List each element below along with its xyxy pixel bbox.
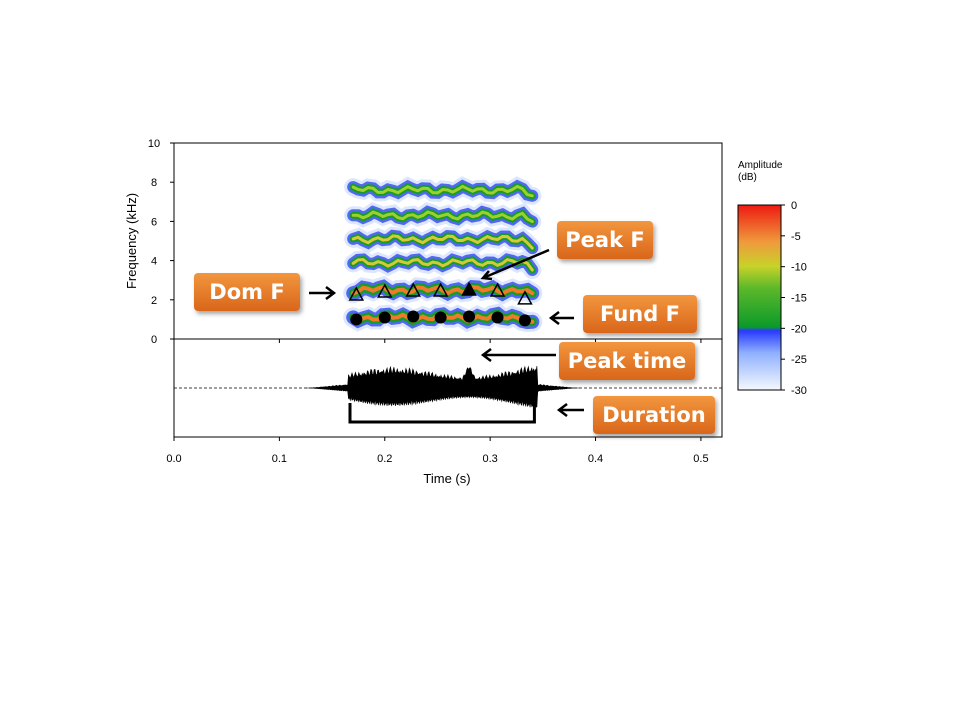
harmonic-core xyxy=(351,210,534,224)
duration-arrow xyxy=(556,403,584,417)
peak-f-point xyxy=(461,281,477,296)
fund-f-arrow xyxy=(548,311,574,325)
fund-f-point xyxy=(463,310,476,323)
y-axis-label: Frequency (kHz) xyxy=(124,193,139,289)
colorbar-tick-label: -5 xyxy=(791,231,801,243)
fund-f-point xyxy=(407,310,420,323)
fund-f-point xyxy=(491,311,504,324)
dom-f-point xyxy=(517,290,533,305)
x-tick-label: 0.1 xyxy=(272,453,287,465)
annotation-arrows xyxy=(309,248,584,417)
dom-f-point xyxy=(348,286,365,301)
colorbar-tick-label: -30 xyxy=(791,385,807,397)
y-axis-ticks: 0 2 4 6 8 10 xyxy=(148,138,174,346)
dom-f-point xyxy=(432,282,449,297)
y-tick-label: 4 xyxy=(151,256,157,268)
peak-f-arrow xyxy=(480,248,550,281)
dom-f-point xyxy=(489,282,506,297)
x-tick-label: 0.5 xyxy=(693,453,708,465)
colorbar-ticks: 0 -5 -10 -15 -20 -25 -30 xyxy=(781,200,807,397)
colorbar-tick-label: -10 xyxy=(791,262,807,274)
y-tick-label: 8 xyxy=(151,177,157,189)
peak-time-arrow xyxy=(480,348,556,362)
harmonic-core xyxy=(351,257,534,272)
colorbar-tick-label: 0 xyxy=(791,200,797,212)
y-tick-label: 0 xyxy=(151,334,157,346)
colorbar-title: Amplitude (dB) xyxy=(738,160,785,183)
fund-f-label: Fund F xyxy=(583,295,697,333)
harmonic-core xyxy=(351,184,534,198)
y-tick-label: 10 xyxy=(148,138,160,150)
harmonic-core xyxy=(351,234,534,250)
x-tick-label: 0.0 xyxy=(166,453,181,465)
y-tick-label: 6 xyxy=(151,216,157,228)
peak-f-label: Peak F xyxy=(557,221,653,259)
dom-f-point xyxy=(405,282,421,297)
peak-time-label: Peak time xyxy=(559,342,695,380)
colorbar-tick-label: -20 xyxy=(791,323,807,335)
dom-f-label: Dom F xyxy=(194,273,300,311)
duration-bracket xyxy=(348,403,536,424)
dom-f-arrow xyxy=(309,286,337,300)
measurement-markers xyxy=(348,281,533,327)
x-tick-label: 0.4 xyxy=(588,453,603,465)
colorbar xyxy=(737,204,782,391)
fund-f-point xyxy=(378,311,391,324)
dom-f-point xyxy=(377,283,393,298)
colorbar-tick-label: -15 xyxy=(791,293,807,305)
duration-label: Duration xyxy=(593,396,715,434)
x-axis-label: Time (s) xyxy=(423,471,470,486)
fund-f-point xyxy=(434,311,447,324)
colorbar-tick-label: -25 xyxy=(791,354,807,366)
x-tick-label: 0.3 xyxy=(483,453,498,465)
fund-f-point xyxy=(350,313,363,326)
x-axis-ticks: 0.0 0.1 0.2 0.3 0.4 0.5 xyxy=(166,339,709,465)
waveform xyxy=(305,365,580,409)
fund-f-point xyxy=(518,314,531,327)
x-tick-label: 0.2 xyxy=(377,453,392,465)
duration-bracket-line xyxy=(348,403,536,424)
y-tick-label: 2 xyxy=(151,295,157,307)
